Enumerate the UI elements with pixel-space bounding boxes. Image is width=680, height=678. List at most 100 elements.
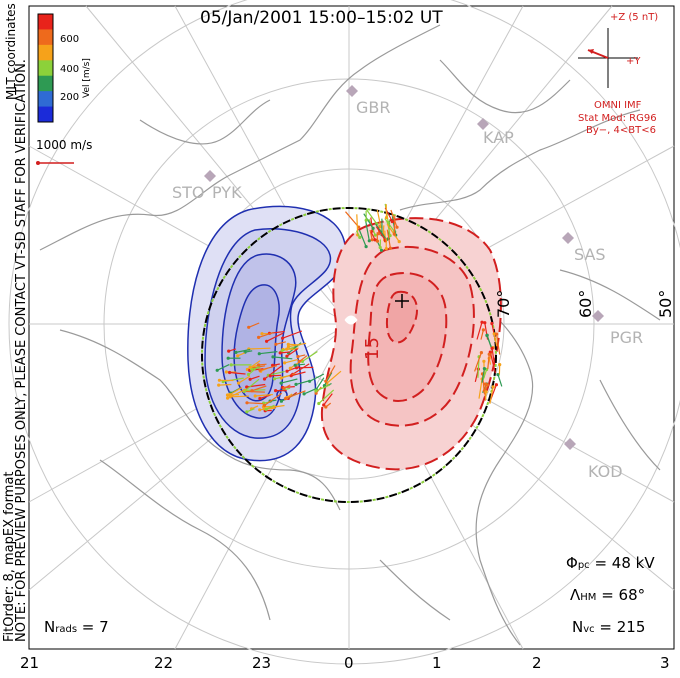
velocity-vector-origin xyxy=(216,369,219,372)
velocity-vector-origin xyxy=(480,351,483,354)
velocity-vector-origin xyxy=(229,395,232,398)
velocity-vector-origin xyxy=(492,385,495,388)
velocity-vector-origin xyxy=(398,240,401,243)
velocity-vector-origin xyxy=(379,246,382,249)
velocity-vector-origin xyxy=(365,245,368,248)
imf-model: Stat Mod: RG96 xyxy=(578,113,657,124)
velocity-vector xyxy=(230,396,249,397)
velocity-vector-origin xyxy=(249,378,252,381)
velocity-vector-origin xyxy=(284,397,287,400)
mlt-tick: 22 xyxy=(154,654,173,672)
colorbar-swatch xyxy=(38,76,53,92)
velocity-vector-origin xyxy=(280,400,283,403)
velocity-vector-origin xyxy=(303,392,306,395)
radar-label-pgr: PGR xyxy=(610,328,643,347)
velocity-vector-origin xyxy=(294,364,297,367)
velocity-vector-origin xyxy=(483,321,486,324)
radar-count: Nrads = 7 xyxy=(44,618,109,636)
velocity-vector-origin xyxy=(385,216,388,219)
velocity-vector-origin xyxy=(298,360,301,363)
radar-label-sto: STO xyxy=(172,183,205,202)
velocity-vector-origin xyxy=(317,402,320,405)
imf-y-label: +Y xyxy=(626,56,641,67)
velocity-vector-origin xyxy=(380,249,383,252)
colorbar-tick: 200 xyxy=(60,92,79,103)
velocity-vector-origin xyxy=(273,377,276,380)
map-title: 05/Jan/2001 15:00–15:02 UT xyxy=(200,8,443,28)
velocity-vector-origin xyxy=(260,332,263,335)
velocity-vector-origin xyxy=(485,390,488,393)
latitude-label-60: 60° xyxy=(576,290,595,318)
hm-latitude: ΛHM = 68° xyxy=(570,586,645,604)
velocity-vector-origin xyxy=(265,340,268,343)
mlt-tick: 3 xyxy=(660,654,670,672)
velocity-vector-origin xyxy=(389,247,392,250)
velocity-vector-origin xyxy=(265,408,268,411)
colorbar-swatch xyxy=(38,14,53,30)
velocity-vector-origin xyxy=(371,238,374,241)
velocity-vector-origin xyxy=(283,387,286,390)
velocity-vector-origin xyxy=(234,351,237,354)
velocity-vector-origin xyxy=(358,236,361,239)
velocity-vector-origin xyxy=(258,369,261,372)
velocity-vector-origin xyxy=(290,374,293,377)
velocity-vector-origin xyxy=(226,393,229,396)
colorbar-swatch xyxy=(38,45,53,61)
velocity-vector xyxy=(247,403,263,404)
velocity-vector-origin xyxy=(230,363,233,366)
velocity-vector-origin xyxy=(245,410,248,413)
velocity-vector-origin xyxy=(490,322,493,325)
velocity-vector-origin xyxy=(372,227,375,230)
mlt-tick: 2 xyxy=(532,654,542,672)
velocity-vector-origin xyxy=(263,404,266,407)
fit-order-note: FitOrder: 8, mapEX format xyxy=(2,471,17,642)
velocity-vector-origin xyxy=(324,380,327,383)
velocity-vector-origin xyxy=(376,240,379,243)
velocity-vector-origin xyxy=(257,363,260,366)
velocity-vector-origin xyxy=(374,234,377,237)
vector-count: Nvc = 215 xyxy=(572,618,645,636)
velocity-vector-origin xyxy=(289,367,292,370)
velocity-vector-origin xyxy=(228,371,231,374)
velocity-vector-origin xyxy=(250,389,253,392)
radar-label-sas: SAS xyxy=(574,245,606,264)
imf-z-label: +Z (5 nT) xyxy=(610,12,658,23)
velocity-vector xyxy=(244,391,265,392)
velocity-vector-origin xyxy=(491,347,494,350)
velocity-vector xyxy=(270,375,281,376)
colorbar-label: Vel [m/s] xyxy=(82,58,92,98)
velocity-vector xyxy=(219,385,232,386)
latitude-label-70: 70° xyxy=(494,290,513,318)
mlt-tick: 23 xyxy=(252,654,271,672)
colorbar-swatch xyxy=(38,91,53,107)
velocity-vector-origin xyxy=(495,333,498,336)
radar-label-kod: KOD xyxy=(588,462,623,481)
velocity-vector-origin xyxy=(314,389,317,392)
velocity-vector-origin xyxy=(495,383,498,386)
velocity-vector-origin xyxy=(296,355,299,358)
imf-condition: By−, 4<BT<6 xyxy=(586,125,656,136)
velocity-vector-origin xyxy=(387,221,390,224)
velocity-vector-origin xyxy=(486,383,489,386)
colorbar xyxy=(38,14,53,123)
velocity-vector-origin xyxy=(236,354,239,357)
velocity-vector-origin xyxy=(483,367,486,370)
velocity-vector-origin xyxy=(280,382,283,385)
colorbar-swatch xyxy=(38,29,53,45)
velocity-vector-origin xyxy=(480,321,483,324)
velocity-vector-origin xyxy=(280,376,283,379)
velocity-vector-origin xyxy=(283,361,286,364)
velocity-vector-origin xyxy=(217,384,220,387)
velocity-vector-origin xyxy=(263,377,266,380)
velocity-vector-origin xyxy=(308,380,311,383)
latitude-label-50: 50° xyxy=(656,290,675,318)
scale-vector-label: 1000 m/s xyxy=(36,138,92,152)
velocity-vector-origin xyxy=(237,382,240,385)
velocity-vector-origin xyxy=(385,247,388,250)
velocity-vector-origin xyxy=(258,408,261,411)
velocity-vector-origin xyxy=(248,366,251,369)
colorbar-tick: 400 xyxy=(60,64,79,75)
velocity-vector-origin xyxy=(281,337,284,340)
velocity-vector-origin xyxy=(368,239,371,242)
